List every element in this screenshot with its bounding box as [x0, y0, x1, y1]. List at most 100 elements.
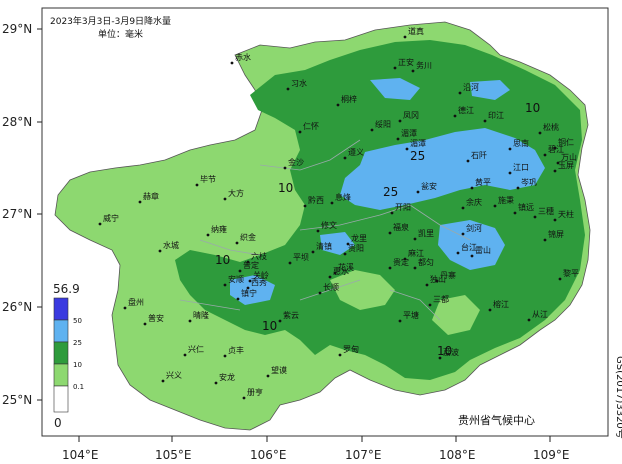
city-dot — [288, 261, 292, 265]
city-label: 凤冈 — [403, 111, 419, 120]
city-label: 金沙 — [288, 157, 304, 167]
city-label: 平坝 — [293, 253, 309, 262]
lon-tick-label: 106°E — [250, 448, 287, 462]
city-label: 龙里 — [351, 233, 367, 243]
city-dot — [143, 322, 147, 326]
city-label: 剑河 — [466, 223, 482, 233]
city-label: 平塘 — [403, 310, 419, 320]
city-label: 镇宁 — [241, 288, 257, 298]
rain-zone-light-patch — [330, 270, 395, 310]
city-label: 榕江 — [493, 299, 509, 309]
city-label: 务川 — [416, 60, 432, 70]
city-label: 锦屏 — [548, 229, 564, 239]
city-dot — [158, 249, 162, 253]
city-label: 镇远 — [518, 202, 534, 212]
isoline-label: 25 — [410, 149, 425, 163]
city-dot — [283, 166, 287, 170]
city-dot — [206, 233, 210, 237]
city-dot — [398, 319, 402, 323]
city-dot — [338, 353, 342, 357]
city-label: 关岭 — [253, 270, 269, 280]
city-dot — [456, 251, 460, 255]
city-dot — [493, 204, 497, 208]
city-dot — [533, 215, 537, 219]
city-dot — [286, 87, 290, 91]
city-dot — [223, 354, 227, 358]
city-dot — [405, 147, 409, 151]
city-dot — [316, 229, 320, 233]
city-label: 遵义 — [348, 147, 364, 157]
city-dot — [242, 396, 246, 400]
city-dot — [246, 286, 250, 290]
legend-label: 50 — [73, 317, 82, 325]
rain-zone-25 — [340, 128, 545, 210]
city-dot — [513, 211, 517, 215]
city-dot — [390, 211, 394, 215]
city-dot — [553, 169, 557, 173]
city-label: 黄平 — [475, 177, 491, 187]
isoline-label: 10 — [215, 253, 230, 267]
city-dot — [303, 204, 307, 208]
city-dot — [98, 222, 102, 226]
city-dot — [235, 241, 239, 245]
city-label: 普定 — [243, 260, 259, 270]
city-dot — [298, 130, 302, 134]
city-label: 贵定 — [393, 257, 409, 267]
city-dot — [246, 260, 250, 264]
city-label: 都匀 — [418, 257, 434, 267]
city-dot — [188, 319, 192, 323]
city-label: 天柱 — [558, 209, 574, 219]
city-label: 贞丰 — [228, 345, 244, 355]
city-label: 紫云 — [283, 311, 299, 320]
city-label: 六枝 — [251, 251, 267, 261]
city-dot — [488, 308, 492, 312]
legend-swatch-0 — [53, 385, 69, 413]
city-label: 玉屏 — [558, 161, 574, 170]
city-label: 册亨 — [247, 387, 263, 397]
city-label: 湄潭 — [401, 129, 417, 138]
city-label: 瓮安 — [421, 181, 437, 191]
city-label: 花溪 — [338, 262, 354, 272]
city-dot — [333, 271, 337, 275]
city-label: 绥阳 — [375, 119, 391, 129]
unit-label: 单位：毫米 — [98, 28, 143, 40]
city-label: 石阡 — [471, 151, 487, 160]
isoline-label: 10 — [278, 181, 293, 195]
city-label: 息烽 — [335, 192, 351, 202]
city-dot — [248, 279, 252, 283]
city-dot — [396, 137, 400, 141]
city-label: 盘州 — [128, 297, 144, 307]
city-dot — [214, 381, 218, 385]
city-dot — [543, 153, 547, 157]
legend-swatch-25 — [53, 319, 69, 343]
city-label: 正安 — [398, 57, 414, 67]
city-dot — [411, 69, 415, 73]
city-dot — [195, 183, 199, 187]
credit-label: 贵州省气候中心 — [458, 413, 535, 427]
legend: 56.9 50 25 10 0.1 0 — [53, 282, 84, 430]
legend-max-label: 56.9 — [53, 282, 80, 296]
isoline-label: 25 — [383, 185, 398, 199]
city-label: 台江 — [461, 242, 477, 252]
city-label: 碧江 — [548, 144, 564, 154]
legend-label: 10 — [73, 361, 82, 369]
city-label: 威宁 — [103, 213, 119, 223]
city-dot — [343, 252, 347, 256]
rain-zone-25 — [470, 80, 510, 100]
city-label: 独山 — [430, 274, 446, 284]
city-label: 赤水 — [235, 52, 251, 62]
city-dot — [236, 297, 240, 301]
city-dot — [553, 146, 557, 150]
city-dot — [553, 218, 557, 222]
city-label: 兴仁 — [188, 344, 204, 354]
city-dot — [123, 306, 127, 310]
lat-tick-label: 27°N — [2, 207, 32, 221]
city-label: 兴义 — [166, 371, 182, 380]
city-dot — [435, 279, 439, 283]
rain-zone-25 — [370, 78, 420, 100]
city-dot — [508, 147, 512, 151]
rain-zone-light-patch — [432, 295, 480, 335]
city-label: 水城 — [163, 240, 179, 250]
city-label: 湄潭 — [410, 139, 426, 148]
city-label: 惠水 — [333, 266, 349, 276]
